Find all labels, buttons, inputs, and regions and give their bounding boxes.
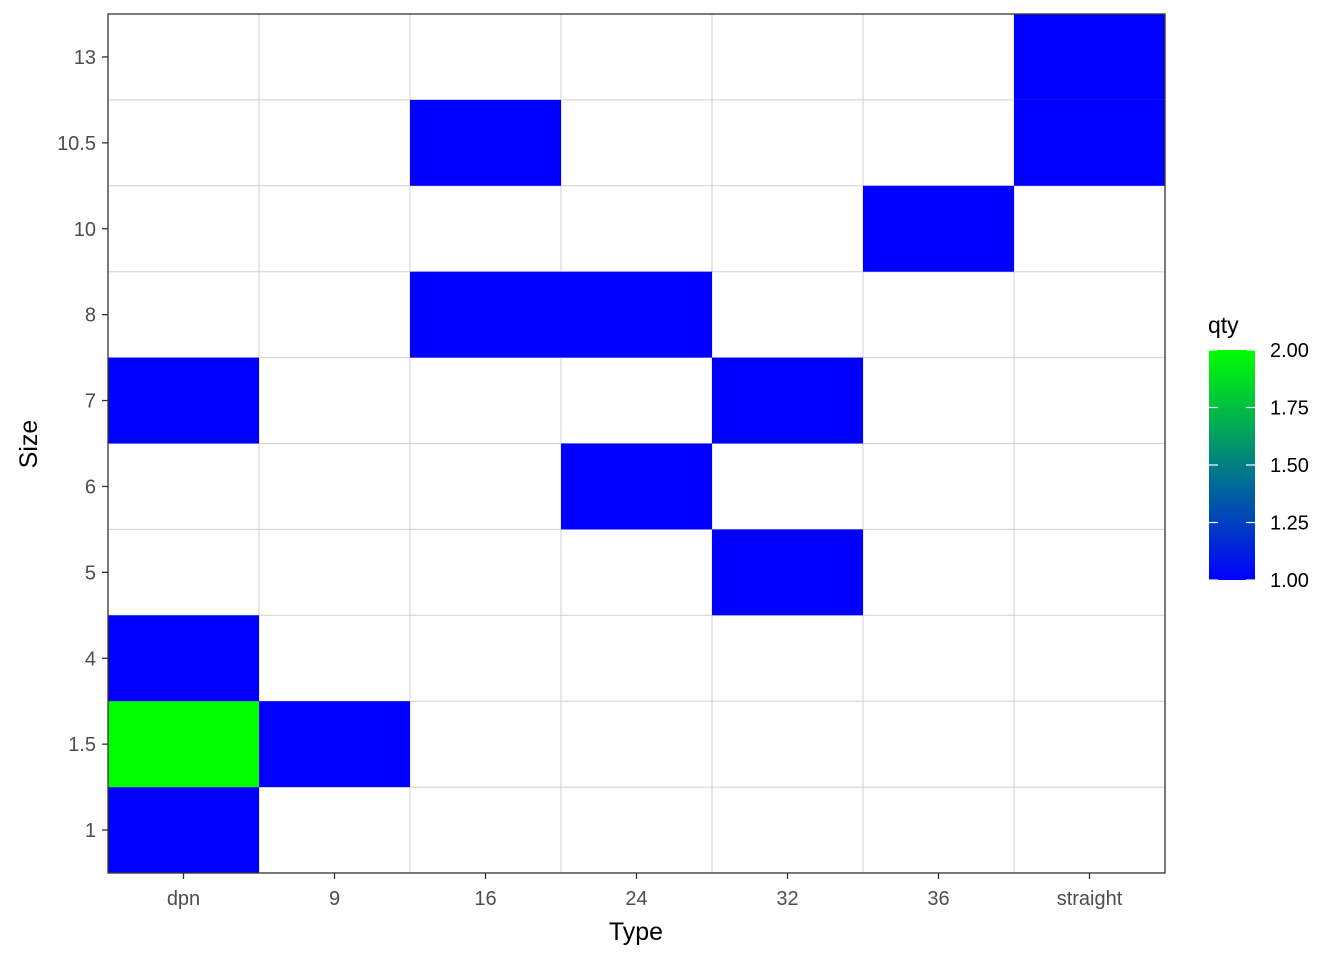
x-tick-label: 32	[776, 888, 798, 910]
y-tick-label: 13	[74, 47, 96, 69]
x-axis-title: Type	[609, 918, 663, 946]
y-tick-label: 6	[85, 476, 96, 498]
x-tick-label: straight	[1057, 888, 1123, 910]
heatmap-cell	[712, 357, 863, 444]
x-tick-label: 9	[329, 888, 340, 910]
y-axis: 1 1.5 4 5 6 7 8 10 10.5 13	[57, 47, 108, 842]
x-tick-label: 16	[474, 888, 496, 910]
y-tick-label: 10	[74, 219, 96, 241]
y-tick-label: 1.5	[68, 734, 96, 756]
y-tick-label: 4	[85, 648, 96, 670]
x-tick-label: 36	[927, 888, 949, 910]
heatmap-cells	[108, 14, 1165, 873]
legend-tick-label: 2.00	[1270, 340, 1309, 362]
heatmap-cell	[108, 357, 259, 444]
y-tick-label: 5	[85, 562, 96, 584]
heatmap-cell	[410, 271, 561, 358]
heatmap-cell	[108, 701, 259, 788]
heatmap-cell	[108, 615, 259, 702]
legend-ticks: 1.00 1.25 1.50 1.75 2.00	[1209, 340, 1309, 592]
legend-tick-label: 1.50	[1270, 455, 1309, 477]
legend-title: qty	[1208, 312, 1239, 338]
heatmap-cell	[259, 701, 410, 788]
y-axis-title: Size	[15, 420, 43, 469]
x-tick-label: dpn	[167, 888, 200, 910]
legend: qty 1.00 1.25 1.50 1.75 2.00	[1208, 312, 1309, 592]
legend-tick-label: 1.75	[1270, 398, 1309, 420]
heatmap-cell	[108, 787, 259, 873]
heatmap-cell	[1014, 99, 1165, 186]
y-tick-label: 10.5	[57, 133, 96, 155]
heatmap-cell	[410, 99, 561, 186]
x-axis: dpn 9 16 24 32 36 straight	[167, 873, 1123, 910]
y-tick-label: 7	[85, 391, 96, 413]
heatmap-cell	[1014, 14, 1165, 100]
x-tick-label: 24	[625, 888, 647, 910]
legend-tick-label: 1.25	[1270, 513, 1309, 535]
heatmap-cell	[712, 529, 863, 616]
heatmap-cell	[561, 443, 712, 530]
legend-tick-label: 1.00	[1270, 570, 1309, 592]
heatmap-cell	[561, 271, 712, 358]
y-tick-label: 1	[85, 820, 96, 842]
y-tick-label: 8	[85, 305, 96, 327]
heatmap-cell	[863, 185, 1014, 272]
